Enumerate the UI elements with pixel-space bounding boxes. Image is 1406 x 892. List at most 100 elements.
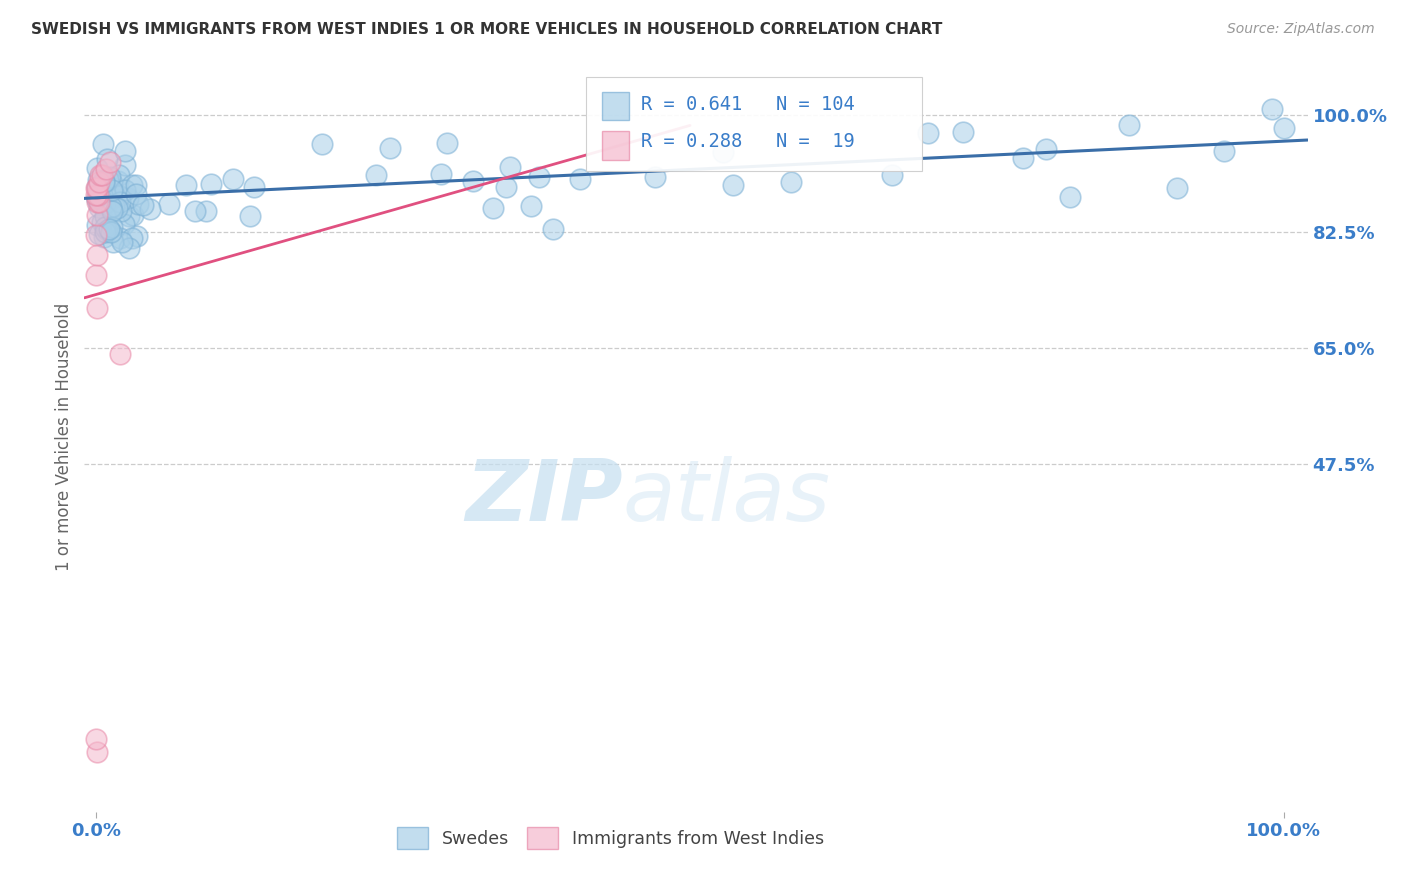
Point [86, 219, 108, 233]
Point [87, 188, 110, 202]
Point [100, 225, 122, 239]
Point [93, 230, 115, 244]
Legend: Swedes, Immigrants from West Indies: Swedes, Immigrants from West Indies [389, 821, 831, 855]
Point [105, 187, 128, 202]
Point [222, 171, 245, 186]
Point [86, 745, 108, 759]
Point [1261, 102, 1284, 116]
FancyBboxPatch shape [586, 78, 922, 171]
Point [87, 227, 110, 241]
Point [108, 347, 131, 361]
Point [101, 183, 124, 197]
Point [96, 152, 118, 166]
Point [499, 161, 522, 175]
Point [108, 188, 131, 202]
Point [94, 204, 117, 219]
Point [174, 178, 197, 192]
Point [84, 731, 107, 746]
Bar [602, 131, 628, 160]
Point [195, 204, 218, 219]
Point [481, 202, 503, 216]
Point [86, 188, 108, 202]
Point [90, 196, 112, 211]
Point [461, 174, 484, 188]
Point [94, 161, 117, 176]
Point [86, 208, 108, 222]
Text: ZIP: ZIP [465, 456, 623, 539]
Point [131, 198, 153, 212]
Point [86, 179, 108, 194]
Point [1166, 180, 1188, 194]
Point [125, 186, 148, 201]
Point [86, 192, 108, 206]
Point [495, 179, 517, 194]
Point [96, 175, 118, 189]
Point [100, 155, 122, 169]
Point [93, 174, 115, 188]
Point [86, 194, 108, 209]
Point [89, 194, 111, 209]
Point [87, 188, 110, 202]
Point [96, 190, 118, 204]
Point [100, 177, 122, 191]
Point [200, 177, 222, 191]
Point [713, 145, 735, 160]
Point [311, 136, 333, 151]
Point [86, 161, 108, 175]
Point [114, 183, 136, 197]
Point [1213, 144, 1236, 158]
Point [94, 220, 117, 235]
Point [90, 193, 112, 207]
Point [125, 178, 148, 192]
Point [112, 218, 135, 232]
Point [86, 192, 108, 206]
Point [122, 208, 145, 222]
Point [100, 200, 122, 214]
Point [644, 170, 666, 185]
Point [139, 202, 162, 217]
Point [157, 197, 180, 211]
Y-axis label: 1 or more Vehicles in Household: 1 or more Vehicles in Household [55, 303, 73, 571]
Point [121, 231, 143, 245]
Point [114, 145, 136, 159]
Point [93, 175, 115, 189]
Point [1272, 121, 1295, 136]
Point [90, 214, 112, 228]
Point [91, 168, 114, 182]
Point [118, 210, 141, 224]
Point [86, 181, 108, 195]
Point [101, 219, 124, 234]
Point [1035, 142, 1057, 156]
Point [1059, 190, 1081, 204]
Point [103, 199, 125, 213]
Point [96, 223, 118, 237]
Point [780, 175, 803, 189]
Text: atlas: atlas [623, 456, 831, 539]
Point [96, 219, 118, 234]
Point [97, 173, 120, 187]
Point [89, 200, 111, 214]
Point [436, 136, 458, 150]
Point [90, 194, 112, 209]
Point [568, 172, 591, 186]
Text: Source: ZipAtlas.com: Source: ZipAtlas.com [1227, 22, 1375, 37]
Point [98, 222, 121, 236]
Point [183, 204, 205, 219]
Point [86, 248, 108, 262]
Point [91, 136, 114, 151]
Point [111, 235, 134, 250]
Point [121, 178, 143, 192]
Point [110, 203, 132, 218]
Point [86, 227, 108, 242]
Point [87, 175, 110, 189]
Point [243, 179, 266, 194]
Point [117, 191, 139, 205]
Point [364, 168, 387, 182]
Point [107, 174, 129, 188]
Point [97, 171, 120, 186]
Point [108, 230, 131, 244]
Point [430, 167, 453, 181]
Text: R = 0.288   N =  19: R = 0.288 N = 19 [641, 132, 855, 151]
Text: R = 0.641   N = 104: R = 0.641 N = 104 [641, 95, 855, 113]
Point [86, 301, 108, 315]
